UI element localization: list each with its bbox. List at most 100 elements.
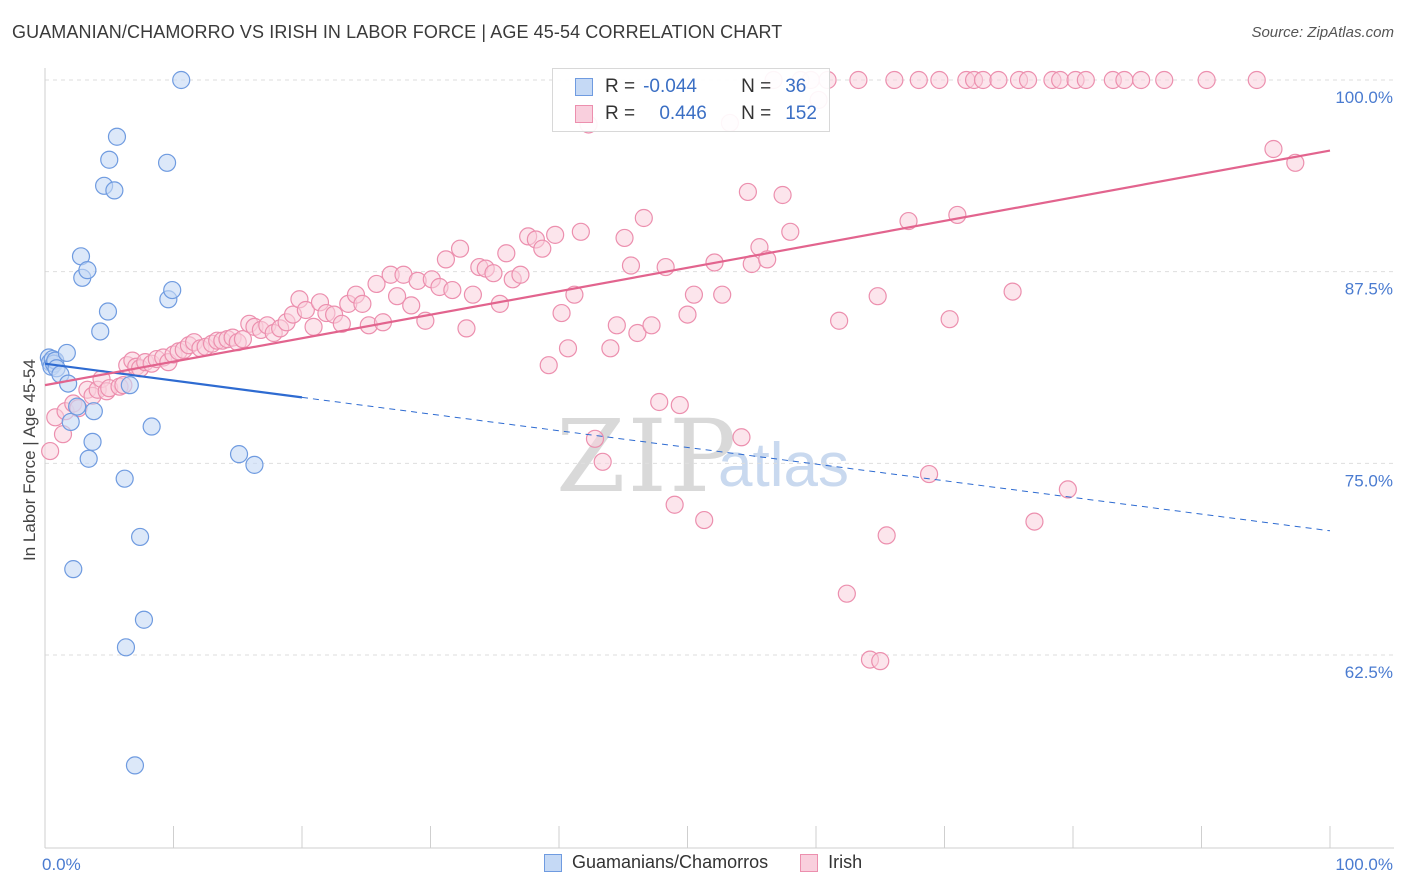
- irish-point: [909, 70, 928, 90]
- irish-point: [1155, 70, 1174, 90]
- irish-point: [497, 244, 516, 263]
- irish-point: [571, 222, 590, 241]
- irish-point: [732, 428, 751, 447]
- irish-point: [443, 280, 462, 300]
- irish-point: [1051, 70, 1070, 90]
- r-value: 0.446: [659, 103, 707, 124]
- irish-point: [233, 330, 252, 349]
- irish-point: [539, 356, 558, 375]
- chart-title: GUAMANIAN/CHAMORRO VS IRISH IN LABOR FOR…: [12, 22, 783, 42]
- guamanian-point: [157, 153, 177, 172]
- irish-point: [989, 70, 1008, 90]
- irish-point: [1018, 70, 1038, 90]
- legend-row-irish: R = 0.446 N = 152: [575, 101, 817, 127]
- irish-point: [457, 319, 476, 338]
- pink-swatch: [575, 105, 593, 123]
- guamanian-point: [98, 302, 118, 321]
- guamanian-point: [125, 756, 145, 775]
- r-value: -0.044: [643, 76, 697, 97]
- irish-point: [552, 303, 571, 323]
- irish-point: [684, 285, 704, 304]
- irish-point: [695, 510, 714, 530]
- irish-point: [558, 339, 578, 358]
- guamanian-point: [64, 560, 83, 579]
- n-value: 36: [785, 76, 807, 97]
- irish-point: [628, 323, 647, 343]
- y-tick-label: 87.5%: [1345, 280, 1393, 299]
- irish-point: [930, 70, 949, 90]
- irish-point: [868, 287, 887, 306]
- guamanian-point: [83, 432, 102, 451]
- irish-point: [484, 264, 503, 283]
- irish-point: [885, 70, 904, 90]
- blue-swatch: [575, 78, 593, 96]
- irish-point: [533, 239, 552, 258]
- guamanian-point: [142, 417, 161, 436]
- n-value: 152: [785, 103, 817, 124]
- guamanian-point: [245, 455, 264, 474]
- irish-point: [1076, 70, 1095, 90]
- irish-point: [871, 652, 890, 671]
- trend-lines: [44, 149, 1331, 532]
- watermark-zip: ZIP: [556, 398, 739, 515]
- guamanian-point: [59, 374, 78, 393]
- n-label: N =: [741, 76, 772, 97]
- irish-point: [367, 274, 386, 294]
- y-axis-label: In Labor Force | Age 45-54: [20, 359, 39, 561]
- r-label: R =: [605, 76, 636, 97]
- irish-legend-label: Irish: [828, 852, 863, 872]
- x-tick-label: 100.0%: [1335, 855, 1393, 874]
- irish-point: [1132, 70, 1151, 90]
- y-tick-label: 62.5%: [1345, 663, 1393, 682]
- irish-point: [387, 287, 407, 306]
- irish-point: [353, 294, 372, 313]
- irish-point: [1247, 70, 1266, 90]
- irish-point: [1264, 139, 1283, 159]
- irish-point: [402, 296, 421, 315]
- irish-point: [738, 182, 757, 202]
- irish-point: [899, 211, 918, 231]
- source-credit: Source: ZipAtlas.com: [1251, 24, 1394, 41]
- irish-point: [450, 239, 470, 258]
- n-label: N =: [741, 103, 772, 124]
- irish-point: [621, 256, 641, 275]
- guamanian-point: [115, 469, 134, 488]
- irish-point: [650, 392, 669, 412]
- irish-point: [1003, 282, 1022, 301]
- guamanian-legend-swatch: [544, 853, 562, 872]
- irish-point: [642, 316, 661, 335]
- irish-points: [41, 70, 1305, 671]
- irish-point: [837, 584, 856, 603]
- guamanian-trend-extension: [301, 396, 1331, 532]
- guamanian-point: [79, 449, 98, 468]
- irish-point: [436, 250, 456, 269]
- irish-point: [665, 495, 684, 514]
- series-legend: Guamanians/Chamorros Irish: [544, 852, 862, 873]
- guamanian-point: [100, 150, 119, 169]
- legend-row-guamanian: R = -0.044 N = 36: [575, 74, 806, 100]
- guamanian-point: [61, 412, 80, 432]
- guamanian-point: [120, 376, 139, 395]
- irish-point: [463, 285, 483, 304]
- correlation-legend: R = -0.044 N = 36 R = 0.446 N = 152: [552, 68, 830, 132]
- irish-point: [585, 429, 605, 448]
- irish-point: [1115, 70, 1134, 90]
- irish-point: [830, 311, 849, 330]
- grid-lines: [45, 79, 1394, 656]
- guamanian-points: [39, 70, 264, 775]
- irish-point: [948, 205, 967, 225]
- guamanian-legend-label: Guamanians/Chamorros: [572, 852, 769, 872]
- irish-legend-swatch: [800, 853, 819, 872]
- irish-trend-line: [44, 149, 1331, 387]
- guamanian-point: [229, 445, 249, 464]
- irish-point: [940, 310, 959, 329]
- guamanian-point: [107, 127, 127, 146]
- irish-point: [304, 317, 323, 336]
- guamanian-point: [84, 402, 103, 421]
- axes: [44, 68, 1394, 849]
- irish-point: [1025, 512, 1044, 531]
- x-tick-label: 0.0%: [42, 855, 81, 874]
- guamanian-point: [130, 527, 150, 547]
- irish-point: [670, 395, 689, 415]
